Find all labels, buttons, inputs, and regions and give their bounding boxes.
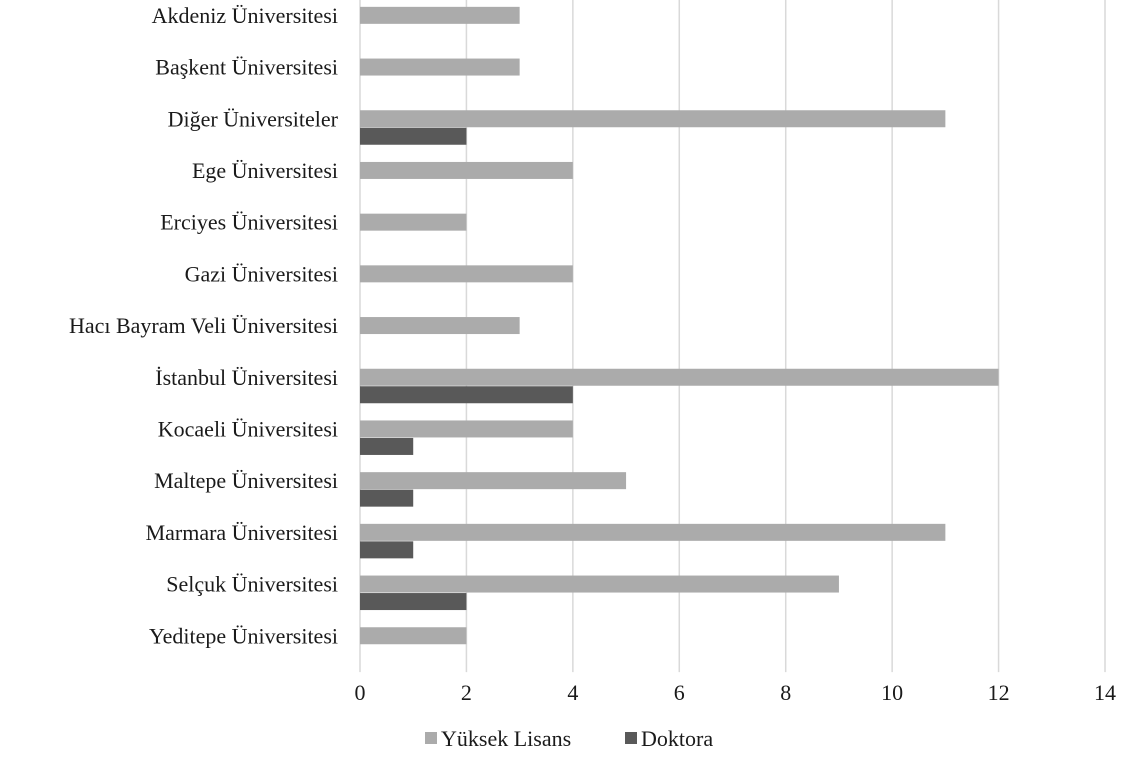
bar-doktora xyxy=(360,386,573,404)
bar-yuksek-lisans xyxy=(360,472,627,490)
legend-label: Doktora xyxy=(641,726,713,751)
bar-yuksek-lisans xyxy=(360,265,573,283)
bars xyxy=(360,6,999,645)
x-tick-label: 6 xyxy=(674,680,685,705)
legend-label: Yüksek Lisans xyxy=(441,726,571,751)
category-label: Marmara Üniversitesi xyxy=(146,520,338,545)
x-tick-label: 0 xyxy=(355,680,366,705)
x-tick-label: 8 xyxy=(780,680,791,705)
category-label: Selçuk Üniversitesi xyxy=(166,572,338,597)
bar-doktora xyxy=(360,127,467,145)
x-axis-ticks: 0 2 4 6 8 10 12 14 xyxy=(355,680,1117,705)
bar-yuksek-lisans xyxy=(360,161,573,179)
gridlines xyxy=(359,0,1106,673)
x-tick-label: 4 xyxy=(567,680,578,705)
legend-swatch xyxy=(625,732,637,744)
bar-yuksek-lisans xyxy=(360,420,573,438)
bar-yuksek-lisans xyxy=(360,575,839,593)
category-label: Başkent Üniversitesi xyxy=(155,55,338,80)
bar-yuksek-lisans xyxy=(360,627,467,645)
legend: Yüksek Lisans Doktora xyxy=(425,726,713,751)
x-tick-label: 12 xyxy=(988,680,1010,705)
bar-yuksek-lisans xyxy=(360,523,946,541)
bar-yuksek-lisans xyxy=(360,58,520,76)
bar-yuksek-lisans xyxy=(360,6,520,24)
category-label: Maltepe Üniversitesi xyxy=(154,468,338,493)
bar-yuksek-lisans xyxy=(360,317,520,335)
bar-doktora xyxy=(360,541,414,559)
bar-doktora xyxy=(360,437,414,455)
category-label: Erciyes Üniversitesi xyxy=(160,210,338,235)
bar-yuksek-lisans xyxy=(360,368,999,386)
category-label: Kocaeli Üniversitesi xyxy=(158,416,338,441)
category-label: Diğer Üniversiteler xyxy=(168,106,339,131)
x-tick-label: 10 xyxy=(881,680,903,705)
category-label: Ege Üniversitesi xyxy=(192,158,338,183)
x-tick-label: 2 xyxy=(461,680,472,705)
category-label: İstanbul Üniversitesi xyxy=(155,365,338,390)
x-tick-label: 14 xyxy=(1094,680,1116,705)
category-labels: Akdeniz Üniversitesi Başkent Üniversitesi… xyxy=(69,3,339,648)
bar-doktora xyxy=(360,593,467,611)
bar-doktora xyxy=(360,489,414,507)
legend-swatch xyxy=(425,732,437,744)
bar-yuksek-lisans xyxy=(360,213,467,231)
category-label: Yeditepe Üniversitesi xyxy=(149,623,338,648)
bar-yuksek-lisans xyxy=(360,110,946,128)
category-label: Akdeniz Üniversitesi xyxy=(152,3,338,28)
category-label: Hacı Bayram Veli Üniversitesi xyxy=(69,313,338,338)
category-label: Gazi Üniversitesi xyxy=(185,261,338,286)
